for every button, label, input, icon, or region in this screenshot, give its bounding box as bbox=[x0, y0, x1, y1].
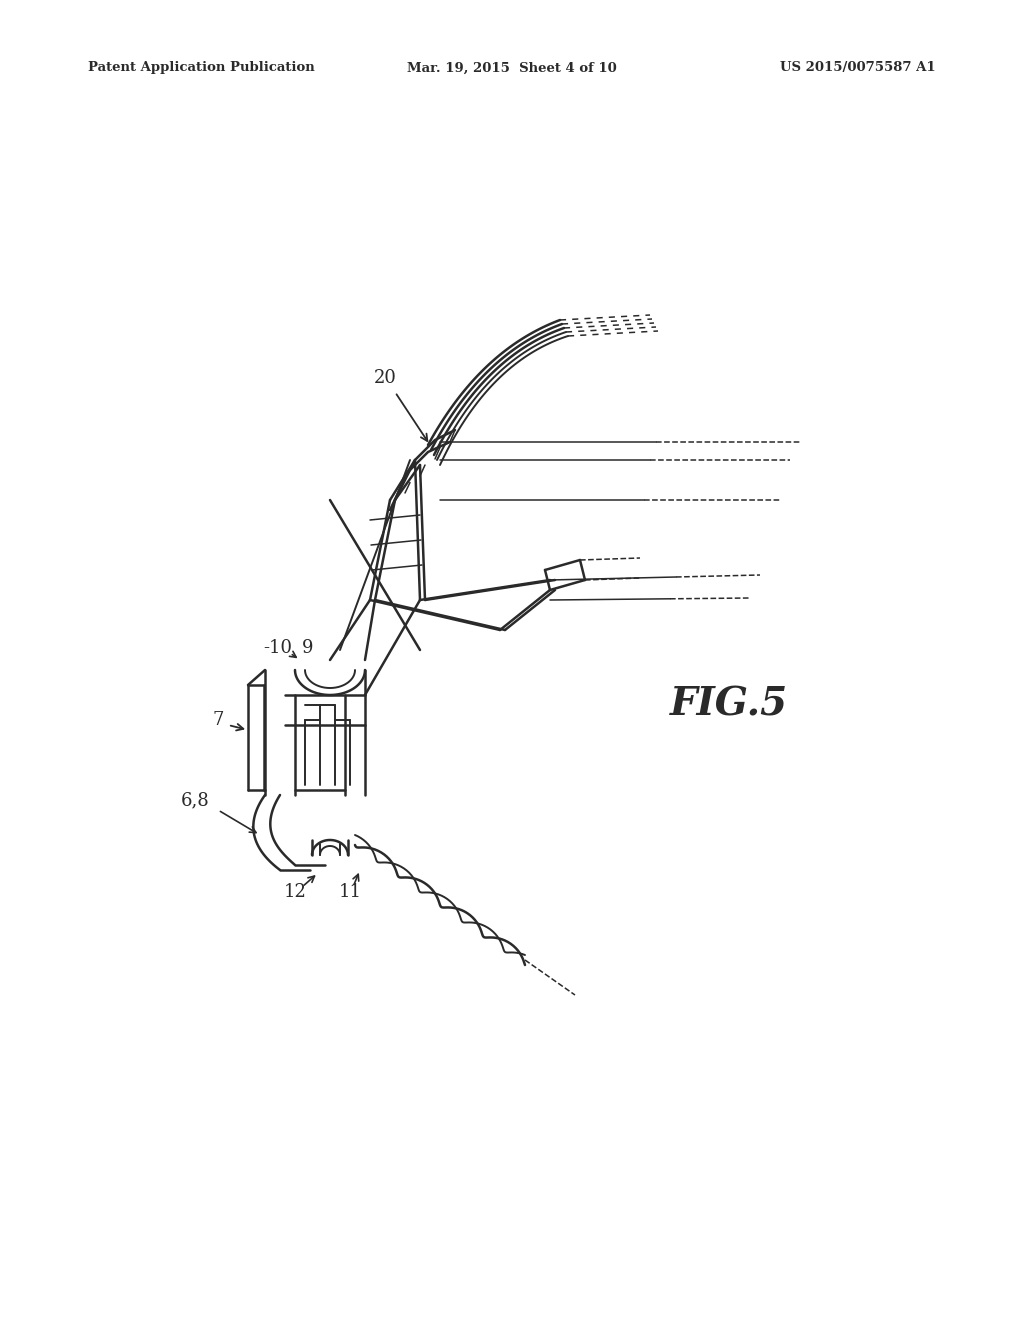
Text: 7: 7 bbox=[212, 711, 223, 729]
Text: -10: -10 bbox=[263, 639, 293, 657]
Text: FIG.5: FIG.5 bbox=[670, 686, 788, 723]
Text: 9: 9 bbox=[302, 639, 313, 657]
Text: 6,8: 6,8 bbox=[180, 791, 209, 809]
Text: 12: 12 bbox=[284, 883, 306, 902]
Text: US 2015/0075587 A1: US 2015/0075587 A1 bbox=[780, 62, 936, 74]
Text: 20: 20 bbox=[374, 370, 396, 387]
Text: Mar. 19, 2015  Sheet 4 of 10: Mar. 19, 2015 Sheet 4 of 10 bbox=[408, 62, 616, 74]
Text: 11: 11 bbox=[339, 883, 361, 902]
Text: Patent Application Publication: Patent Application Publication bbox=[88, 62, 314, 74]
